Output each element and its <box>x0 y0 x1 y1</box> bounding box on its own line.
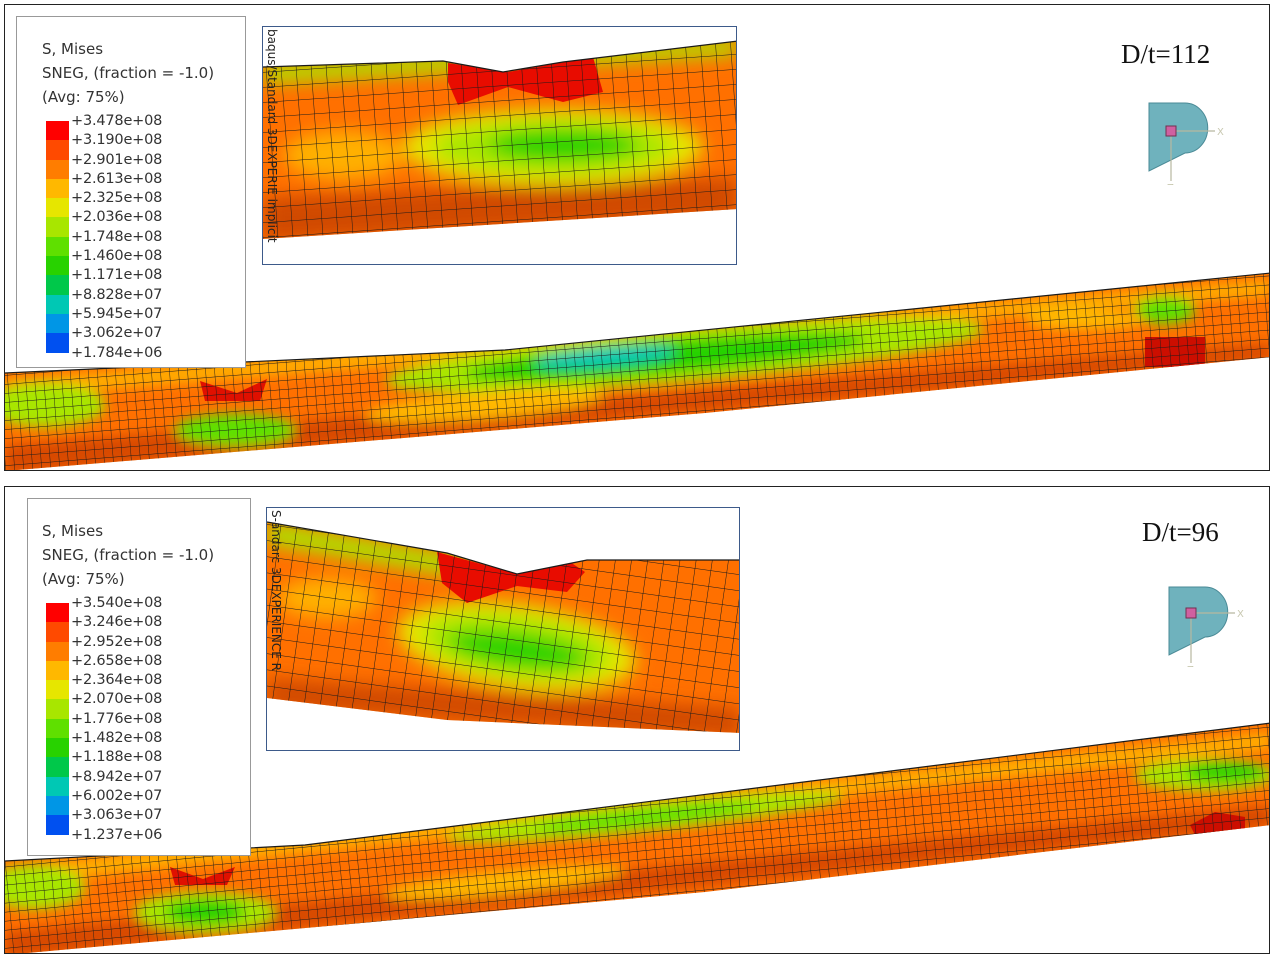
contour-panel-top: S, Mises SNEG, (fraction = -1.0) (Avg: 7… <box>4 4 1270 471</box>
legend-value: +1.171e+08 <box>71 267 163 284</box>
legend-section-point: SNEG, (fraction = -1.0) <box>42 64 215 82</box>
legend-value: +1.460e+08 <box>71 248 163 265</box>
panel-title: D/t=112 <box>1121 39 1211 69</box>
legend-value: +2.325e+08 <box>71 190 163 207</box>
triad-origin-icon <box>1165 125 1177 137</box>
legend-swatch <box>46 256 69 276</box>
triad-solid-icon <box>1148 102 1209 172</box>
legend-value: +1.237e+06 <box>71 826 163 843</box>
legend-swatch <box>46 622 69 642</box>
legend-swatch <box>46 178 69 199</box>
legend-variable: S, Mises <box>42 522 104 540</box>
legend-swatch <box>46 159 69 179</box>
legend-swatch <box>46 776 69 796</box>
triad-x-label: X <box>1237 609 1244 620</box>
coordinate-triad: X Z <box>1157 577 1247 667</box>
triad-x-label: X <box>1217 127 1224 138</box>
legend-color-bar <box>46 603 69 835</box>
dent-zoom-pipe <box>263 41 736 239</box>
legend-swatch <box>46 236 69 257</box>
legend-tick-labels: +3.540e+08 +3.246e+08 +2.952e+08 +2.658e… <box>71 594 162 845</box>
legend-value: +1.776e+08 <box>71 710 163 727</box>
panel-title: D/t=96 <box>1142 517 1219 547</box>
legend-value: +5.945e+07 <box>71 305 163 322</box>
legend-value: +3.478e+08 <box>71 113 163 129</box>
dent-zoom-inset: S-andarc 3DEXPERIENCE R <box>266 507 740 751</box>
legend-color-bar <box>46 121 69 353</box>
triad-z-label: Z <box>1187 665 1194 667</box>
legend-swatch <box>46 275 69 295</box>
contour-legend: S, Mises SNEG, (fraction = -1.0) (Avg: 7… <box>27 498 251 856</box>
legend-value: +3.190e+08 <box>71 132 163 149</box>
legend-value: +1.784e+06 <box>71 344 163 361</box>
legend-swatch <box>46 641 69 661</box>
legend-swatch <box>46 121 69 141</box>
legend-swatch <box>46 198 69 218</box>
legend-swatch <box>46 680 69 700</box>
legend-value: +6.002e+07 <box>71 787 163 804</box>
legend-swatch <box>46 333 69 353</box>
legend-value: +2.070e+08 <box>71 691 163 708</box>
legend-value: +1.482e+08 <box>71 730 163 747</box>
legend-value: +2.658e+08 <box>71 652 163 669</box>
legend-value: +3.246e+08 <box>71 614 163 631</box>
dent-zoom-view <box>267 521 739 733</box>
contour-panel-bottom: S, Mises SNEG, (fraction = -1.0) (Avg: 7… <box>4 486 1270 954</box>
legend-tick-labels: +3.478e+08 +3.190e+08 +2.901e+08 +2.613e… <box>71 112 162 363</box>
legend-swatch <box>46 718 69 739</box>
legend-swatch <box>46 815 69 835</box>
coordinate-triad: X Z <box>1137 95 1227 185</box>
legend-swatch <box>46 217 69 237</box>
legend-swatch <box>46 140 69 160</box>
dent-zoom-inset: baqus/Standard 3DEXPERIE implicit <box>262 26 737 265</box>
legend-value: +1.188e+08 <box>71 749 163 766</box>
triad-origin-icon <box>1185 607 1197 619</box>
legend-swatch <box>46 660 69 681</box>
contour-legend: S, Mises SNEG, (fraction = -1.0) (Avg: 7… <box>16 16 246 368</box>
legend-value: +1.748e+08 <box>71 228 163 245</box>
legend-value: +2.036e+08 <box>71 209 163 226</box>
legend-section-point: SNEG, (fraction = -1.0) <box>42 546 215 564</box>
legend-swatch <box>46 795 69 816</box>
legend-value: +8.828e+07 <box>71 286 163 303</box>
legend-variable: S, Mises <box>42 40 104 58</box>
viewport-caption: S-andarc 3DEXPERIENCE R <box>269 510 283 672</box>
legend-value: +3.540e+08 <box>71 595 163 611</box>
pipe-model-view <box>5 272 1269 470</box>
legend-swatch <box>46 738 69 758</box>
legend-value: +2.613e+08 <box>71 170 163 187</box>
dent-zoom-pipe <box>267 522 739 733</box>
legend-swatch <box>46 294 69 314</box>
legend-value: +2.952e+08 <box>71 633 163 650</box>
legend-value: +3.062e+07 <box>71 325 163 342</box>
legend-swatch <box>46 757 69 777</box>
dent-zoom-view <box>263 40 736 239</box>
legend-swatch <box>46 313 69 334</box>
legend-value: +2.364e+08 <box>71 672 163 689</box>
triad-solid-icon <box>1168 586 1229 656</box>
legend-value: +8.942e+07 <box>71 768 163 785</box>
legend-averaging: (Avg: 75%) <box>42 570 125 588</box>
triad-z-label: Z <box>1167 183 1174 185</box>
legend-averaging: (Avg: 75%) <box>42 88 125 106</box>
legend-swatch <box>46 699 69 719</box>
legend-value: +3.063e+07 <box>71 807 163 824</box>
legend-swatch <box>46 603 69 623</box>
viewport-caption: baqus/Standard 3DEXPERIE implicit <box>265 29 279 243</box>
legend-value: +2.901e+08 <box>71 151 163 168</box>
